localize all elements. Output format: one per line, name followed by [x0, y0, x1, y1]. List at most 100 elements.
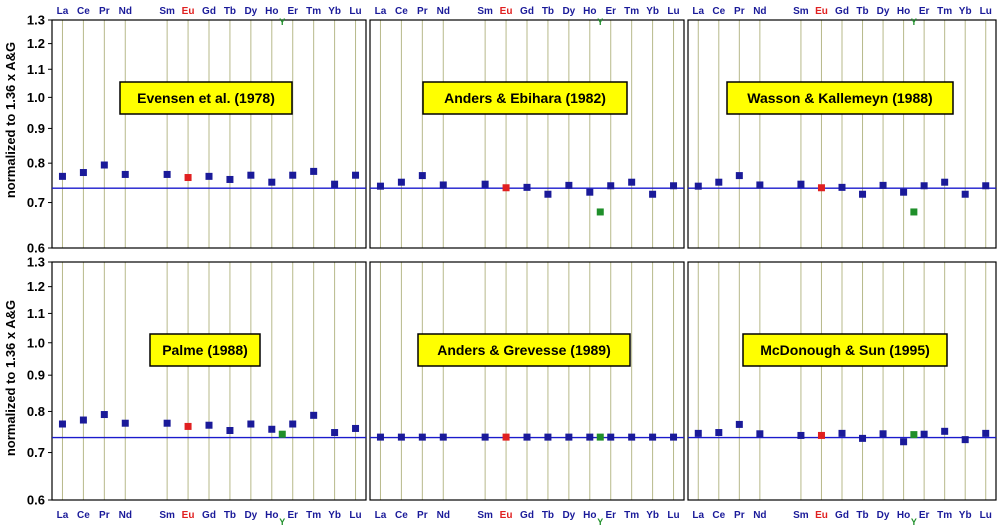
data-point-pr — [100, 411, 108, 419]
x-tick-label-yb: Yb — [959, 6, 972, 17]
panel-6: La Ce Pr Nd Sm Eu Gd Tb Dy Ho Er Tm Yb Lu Y McDonough &… — [687, 261, 997, 527]
data-point-la — [58, 420, 66, 428]
title-box — [726, 81, 954, 115]
data-point-eu — [502, 184, 510, 192]
data-point-eu — [184, 174, 192, 182]
data-point-lu — [352, 171, 360, 179]
data-point-gd — [838, 183, 846, 191]
data-point-lu — [670, 433, 678, 441]
x-tick-label-ho: Ho — [583, 6, 596, 17]
x-tick-label-ho: Ho — [265, 510, 278, 521]
data-point-sm — [797, 180, 805, 188]
data-point-nd — [439, 181, 447, 189]
x-tick-label-sm: Sm — [159, 6, 175, 17]
data-point-er — [607, 182, 615, 190]
y-tick-label: 0.7 — [27, 195, 45, 210]
data-point-yb — [649, 433, 657, 441]
x-tick-label-eu: Eu — [815, 510, 828, 521]
x-tick-label-pr: Pr — [417, 510, 428, 521]
x-tick-label-ho: Ho — [583, 510, 596, 521]
data-point-eu — [817, 184, 825, 192]
data-point-eu — [502, 433, 510, 441]
data-point-gd — [523, 433, 531, 441]
title-box — [119, 81, 293, 115]
data-point-sm — [481, 433, 489, 441]
data-point-nd — [439, 433, 447, 441]
y-tick-label: 1.2 — [27, 279, 45, 294]
y-tick-label: 1.0 — [27, 90, 45, 105]
x-tick-label-dy: Dy — [877, 510, 890, 521]
plot-frame — [687, 261, 997, 501]
x-tick-label-la: La — [375, 510, 387, 521]
x-tick-label-er: Er — [919, 6, 930, 17]
data-point-tm — [941, 178, 949, 186]
data-point-er — [607, 433, 615, 441]
data-point-eu — [817, 431, 825, 439]
plot-frame — [51, 19, 367, 249]
y-axis-label-top: normalized to 1.36 x A&G — [3, 42, 18, 198]
y-tick-label: 1.1 — [27, 62, 45, 77]
x-tick-label-er: Er — [287, 6, 298, 17]
data-point-er — [289, 420, 297, 428]
data-point-la — [376, 433, 384, 441]
panel-title: Palme (1988) — [162, 342, 248, 358]
plot-frame — [369, 19, 685, 249]
data-point-tb — [859, 190, 867, 198]
panel-5: La Ce Pr Nd Sm Eu Gd Tb Dy Ho Er Tm Yb Lu Y Anders & Gr… — [369, 261, 685, 527]
data-point-er — [289, 171, 297, 179]
data-point-dy — [247, 171, 255, 179]
data-point-sm — [797, 431, 805, 439]
x-tick-label-pr: Pr — [734, 510, 745, 521]
y-tick-label: 1.0 — [27, 335, 45, 350]
y-tick-label: 0.8 — [27, 404, 45, 419]
y-tick-label: 0.8 — [27, 156, 45, 171]
data-point-y — [910, 208, 918, 216]
data-point-sm — [163, 419, 171, 427]
x-tick-label-y: Y — [279, 17, 285, 27]
panel-title: McDonough & Sun (1995) — [760, 342, 930, 358]
x-tick-label-la: La — [375, 6, 387, 17]
x-tick-label-ho: Ho — [265, 6, 278, 17]
data-point-gd — [205, 421, 213, 429]
x-tick-label-lu: Lu — [667, 510, 679, 521]
x-tick-label-tb: Tb — [224, 6, 236, 17]
x-tick-label-er: Er — [287, 510, 298, 521]
data-point-la — [694, 182, 702, 190]
plot-frame — [51, 261, 367, 501]
x-tick-label-tm: Tm — [624, 510, 639, 521]
data-point-la — [694, 429, 702, 437]
x-tick-label-la: La — [692, 510, 704, 521]
x-tick-label-y: Y — [597, 517, 603, 527]
panel-title: Evensen et al. (1978) — [137, 90, 275, 106]
data-point-tm — [310, 167, 318, 175]
title-box — [417, 333, 631, 367]
x-tick-label-sm: Sm — [793, 6, 809, 17]
y-tick-label: 0.6 — [27, 241, 45, 256]
x-tick-label-gd: Gd — [835, 6, 849, 17]
data-point-tm — [310, 411, 318, 419]
x-tick-label-gd: Gd — [520, 6, 534, 17]
data-point-ho — [900, 188, 908, 196]
x-tick-label-yb: Yb — [328, 510, 341, 521]
data-point-lu — [982, 429, 990, 437]
data-point-la — [376, 182, 384, 190]
data-point-lu — [982, 182, 990, 190]
x-tick-label-tm: Tm — [937, 6, 952, 17]
panel-3: La Ce Pr Nd Sm Eu Gd Tb Dy Ho Er Tm Yb Lu Y Wasson & Ka… — [687, 6, 997, 249]
data-point-nd — [756, 181, 764, 189]
data-point-sm — [481, 180, 489, 188]
x-tick-label-ce: Ce — [712, 6, 725, 17]
x-tick-label-lu: Lu — [980, 510, 992, 521]
title-box — [149, 333, 261, 367]
x-tick-label-ce: Ce — [712, 510, 725, 521]
plot-frame — [687, 19, 997, 249]
x-tick-label-sm: Sm — [159, 510, 175, 521]
x-tick-label-er: Er — [605, 6, 616, 17]
data-point-eu — [184, 422, 192, 430]
y-tick-label: 0.7 — [27, 445, 45, 460]
data-point-dy — [879, 430, 887, 438]
x-tick-label-yb: Yb — [959, 510, 972, 521]
x-tick-label-ce: Ce — [395, 6, 408, 17]
x-tick-label-sm: Sm — [793, 510, 809, 521]
x-tick-label-nd: Nd — [437, 6, 450, 17]
